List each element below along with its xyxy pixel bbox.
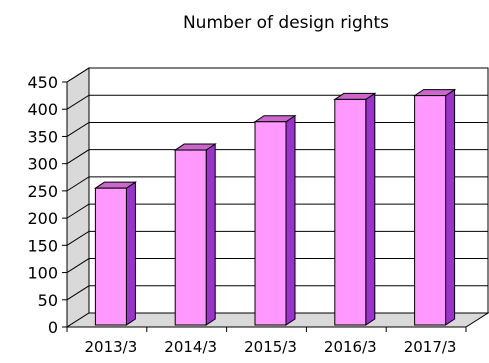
x-axis-labels: 2013/3 2014/3 2015/3 2016/3 2017/3 bbox=[67, 327, 466, 356]
y-tick-label: 100 bbox=[27, 264, 58, 283]
x-tick-label: 2017/3 bbox=[404, 338, 457, 356]
y-axis-ticks: 0 50 100 150 200 250 300 350 400 450 bbox=[27, 73, 67, 337]
bar bbox=[415, 90, 455, 325]
bar-side bbox=[206, 144, 215, 325]
y-tick-label: 250 bbox=[27, 182, 58, 201]
bar-side bbox=[446, 90, 455, 325]
bar-front bbox=[175, 150, 206, 325]
bar-front bbox=[95, 188, 126, 325]
bar-front bbox=[255, 122, 286, 325]
y-tick-label: 50 bbox=[38, 291, 58, 310]
bar-front bbox=[335, 99, 366, 325]
x-tick-label: 2014/3 bbox=[164, 338, 217, 356]
x-tick-label: 2016/3 bbox=[324, 338, 377, 356]
y-tick-label: 0 bbox=[48, 318, 58, 337]
y-tick-label: 200 bbox=[27, 209, 58, 228]
chart-title: Number of design rights bbox=[183, 13, 389, 33]
x-tick-label: 2013/3 bbox=[85, 338, 138, 356]
y-tick-label: 350 bbox=[27, 127, 58, 146]
y-tick-label: 400 bbox=[27, 100, 58, 119]
y-tick-label: 450 bbox=[27, 73, 58, 92]
bar bbox=[95, 182, 135, 325]
bar-side bbox=[286, 116, 295, 325]
bar-side bbox=[126, 182, 135, 325]
y-tick-label: 150 bbox=[27, 236, 58, 255]
bar bbox=[175, 144, 215, 325]
x-tick-label: 2015/3 bbox=[244, 338, 297, 356]
bar-side bbox=[366, 93, 375, 325]
bar-front bbox=[415, 96, 446, 325]
y-tick-label: 300 bbox=[27, 155, 58, 174]
bar bbox=[255, 116, 295, 325]
bar bbox=[335, 93, 375, 325]
